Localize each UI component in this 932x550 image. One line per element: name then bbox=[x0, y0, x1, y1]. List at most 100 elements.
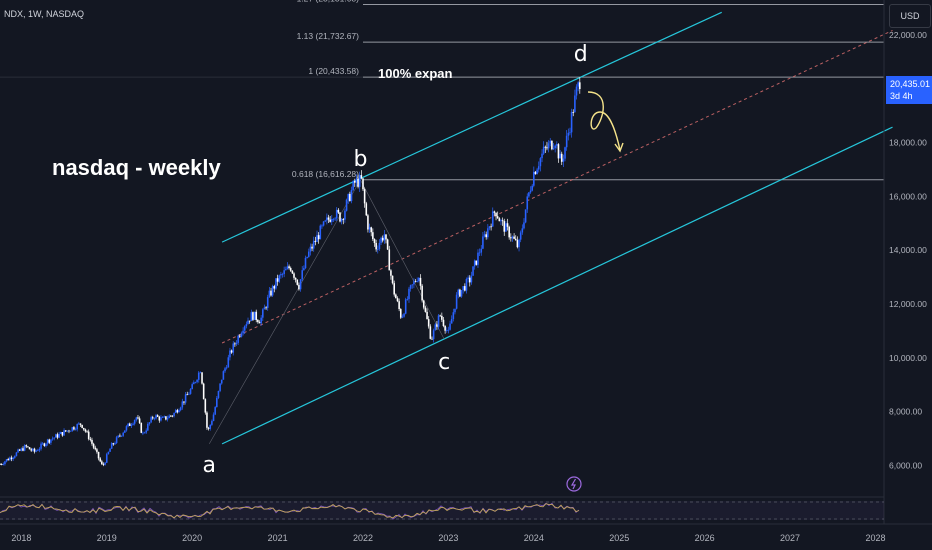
candle-body bbox=[395, 294, 397, 299]
last-price-tag: 20,435.01 3d 4h bbox=[886, 76, 932, 104]
candle-body bbox=[367, 215, 369, 230]
candle-body bbox=[516, 240, 519, 248]
candle-body bbox=[357, 178, 359, 187]
candle-body bbox=[365, 203, 368, 216]
candle-body bbox=[30, 449, 33, 451]
candle-body bbox=[391, 275, 394, 284]
candle-body bbox=[447, 329, 450, 331]
last-price-value: 20,435.01 bbox=[890, 79, 931, 89]
candle-body bbox=[183, 401, 185, 403]
channel-lower-line[interactable] bbox=[221, 126, 893, 445]
candle-body bbox=[145, 430, 147, 433]
candle-body bbox=[91, 439, 93, 444]
candle-body bbox=[184, 394, 187, 403]
candle-body bbox=[186, 394, 189, 396]
channel-upper-line[interactable] bbox=[221, 11, 722, 243]
time-axis[interactable]: 2018 2019 2020 2021 2022 2023 2024 2025 2026 2027… bbox=[0, 523, 932, 550]
candle-body bbox=[518, 239, 520, 248]
price-tick-3: 12,000.00 bbox=[889, 299, 927, 309]
candle-body bbox=[196, 379, 198, 383]
candle-body bbox=[22, 448, 24, 451]
candle-body bbox=[429, 326, 432, 339]
alert-icon[interactable] bbox=[566, 476, 582, 492]
candle-body bbox=[380, 237, 382, 243]
expansion-annotation: 100% expan bbox=[378, 66, 452, 81]
candle-body bbox=[488, 226, 491, 229]
candle-body bbox=[219, 383, 221, 391]
candle-body bbox=[408, 288, 410, 300]
chart-annotation-title: nasdaq - weekly bbox=[52, 155, 222, 180]
symbol-header[interactable]: NDX, 1W, NASDAQ bbox=[4, 9, 85, 19]
candle-body bbox=[393, 283, 396, 295]
candle-body bbox=[378, 242, 381, 249]
candle-body bbox=[209, 424, 212, 429]
candle-body bbox=[551, 140, 553, 150]
time-tick-9: 2027 bbox=[780, 533, 800, 543]
candle-body bbox=[68, 430, 70, 432]
candle-body bbox=[188, 393, 190, 395]
price-tick-6: 18,000.00 bbox=[889, 138, 927, 148]
candle-body bbox=[513, 236, 515, 239]
candle-body bbox=[439, 315, 441, 317]
candle-body bbox=[48, 439, 51, 443]
candle-body bbox=[109, 448, 111, 452]
candle-body bbox=[197, 372, 200, 380]
candle-body bbox=[193, 382, 195, 385]
candle-body bbox=[444, 326, 446, 331]
time-tick-5: 2023 bbox=[438, 533, 458, 543]
price-tick-1: 8,000.00 bbox=[889, 407, 922, 417]
candle-body bbox=[240, 333, 243, 337]
candle-body bbox=[56, 434, 59, 438]
candle-body bbox=[99, 458, 101, 462]
price-tick-0: 6,000.00 bbox=[889, 460, 922, 470]
candle-body bbox=[247, 320, 249, 325]
candle-body bbox=[398, 301, 400, 310]
candle-body bbox=[257, 319, 259, 323]
candle-body bbox=[289, 268, 292, 271]
candle-body bbox=[117, 435, 120, 438]
candle-body bbox=[335, 209, 338, 219]
candle-body bbox=[534, 171, 537, 175]
candle-body bbox=[316, 235, 318, 242]
candle-body bbox=[324, 220, 327, 222]
time-tick-2: 2020 bbox=[182, 533, 202, 543]
time-tick-7: 2025 bbox=[609, 533, 629, 543]
candle-body bbox=[104, 462, 106, 465]
candle-body bbox=[7, 459, 10, 461]
candle-body bbox=[253, 311, 256, 320]
candle-body bbox=[260, 317, 262, 324]
candle-body bbox=[87, 431, 90, 439]
candle-body bbox=[94, 447, 97, 450]
candle-body bbox=[242, 330, 244, 334]
candle-body bbox=[53, 437, 56, 439]
candle-body bbox=[286, 266, 289, 270]
wave-label-a: a bbox=[203, 453, 216, 478]
candle-body bbox=[43, 443, 46, 447]
candle-body bbox=[9, 457, 11, 461]
candle-body bbox=[508, 226, 510, 238]
candle-body bbox=[383, 234, 386, 241]
projection-arrow bbox=[587, 91, 624, 153]
candle-body bbox=[334, 218, 336, 220]
candle-body bbox=[327, 217, 330, 220]
candle-body bbox=[329, 219, 331, 222]
candle-body bbox=[472, 266, 474, 276]
candle-body bbox=[403, 313, 405, 317]
candle-body bbox=[255, 311, 258, 320]
candle-body bbox=[312, 240, 315, 249]
candle-body bbox=[82, 427, 85, 430]
currency-button[interactable]: USD bbox=[889, 4, 931, 28]
candle-body bbox=[296, 279, 299, 285]
candle-body bbox=[388, 249, 391, 271]
price-tick-8: 22,000.00 bbox=[889, 30, 927, 40]
candle-body bbox=[147, 423, 149, 431]
candle-body bbox=[122, 432, 124, 436]
candle-body bbox=[125, 426, 128, 431]
candle-body bbox=[501, 220, 504, 222]
candle-body bbox=[4, 461, 6, 465]
candle-body bbox=[304, 257, 307, 269]
candle-body bbox=[127, 423, 129, 427]
price-axis[interactable]: 6,000.00 8,000.00 10,000.00 12,000.00 14,000… bbox=[883, 0, 927, 550]
candle-body bbox=[201, 372, 203, 384]
